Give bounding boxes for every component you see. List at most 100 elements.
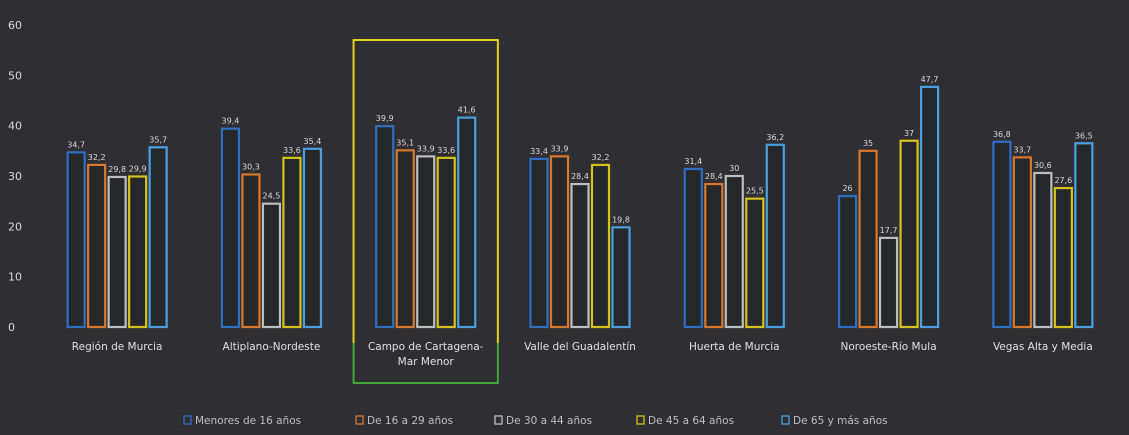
y-tick-label: 10 [8,271,22,284]
legend: Menores de 16 años De 16 a 29 años De 30 a… [183,415,888,427]
data-label: 33,9 [417,144,435,153]
data-label: 36,2 [766,133,784,142]
bar [1012,156,1032,329]
y-tick-label: 50 [8,69,22,82]
bar [611,226,631,329]
data-label: 33,6 [437,146,455,155]
data-label: 33,4 [530,147,548,156]
data-label: 30 [729,164,739,173]
bar [282,156,302,329]
bar [919,85,940,329]
data-label: 19,8 [612,215,630,224]
legend-label: De 45 a 64 años [648,415,734,427]
data-label: 32,2 [88,153,106,162]
bar [107,175,127,329]
x-tick-label: Mar Menor [398,356,455,368]
data-label: 33,9 [551,144,569,153]
bar [87,163,107,329]
bar [724,174,744,329]
bar [899,139,919,329]
x-tick-label: Noroeste-Río Mula [841,341,937,353]
data-label: 26 [842,184,852,193]
legend-label: De 16 a 29 años [367,415,453,427]
bars [66,85,1094,329]
bar [220,127,241,329]
data-label: 31,4 [684,157,702,166]
data-label: 24,5 [263,192,281,201]
bar [1033,171,1053,329]
y-axis: 0 10 20 30 40 50 60 [8,19,22,334]
highlight-frame-top [352,39,499,343]
x-tick-label: Altiplano-Nordeste [223,341,321,353]
data-label: 30,6 [1034,161,1052,170]
bar [1074,142,1094,329]
bar [529,157,549,329]
bar [858,149,878,329]
x-tick-label: Vegas Alta y Media [993,341,1093,353]
data-label: 39,9 [376,114,394,123]
bar [241,173,261,329]
bar [395,149,415,329]
data-label: 17,7 [880,226,898,235]
data-label: 35,4 [304,137,322,146]
data-labels: 34,732,229,8 29,935,739,430,324,533,635,4… [67,75,1093,235]
data-label: 37 [904,129,914,138]
bar [457,116,477,329]
legend-swatch [355,415,364,425]
data-label: 39,4 [222,117,240,126]
bar [375,125,395,329]
data-label: 29,9 [129,165,147,174]
x-tick-label: Región de Murcia [72,341,163,353]
legend-label: Menores de 16 años [195,415,301,427]
bar [837,195,858,329]
data-label: 36,8 [993,130,1011,139]
legend-swatch [494,415,503,425]
data-label: 35,1 [396,138,414,147]
bar [704,182,724,329]
y-tick-label: 30 [8,170,22,183]
bar [416,155,436,329]
bar [683,167,703,329]
bar [261,202,282,329]
y-tick-label: 20 [8,220,22,233]
legend-swatch [781,415,790,425]
data-label: 41,6 [458,106,476,115]
legend-label: De 65 y más años [793,415,888,427]
data-label: 33,6 [283,146,301,155]
data-label: 34,7 [67,140,85,149]
y-tick-label: 60 [8,19,22,32]
data-label: 35 [863,139,873,148]
bar [148,146,168,329]
data-label: 30,3 [242,162,260,171]
bar [436,156,456,329]
data-label: 35,7 [149,135,167,144]
legend-swatch [636,415,645,425]
y-tick-label: 0 [8,321,15,334]
bar [1053,186,1073,329]
x-tick-label: Valle del Guadalentín [524,341,636,353]
bar [878,236,899,329]
y-tick-label: 40 [8,120,22,133]
highlight-box [352,39,499,384]
data-label: 29,8 [108,165,126,174]
bar [128,175,148,329]
bar [992,140,1012,329]
bar [549,155,570,329]
bar [66,151,86,329]
bar [765,143,785,329]
data-label: 36,5 [1075,131,1093,140]
legend-label: De 30 a 44 años [506,415,592,427]
highlight-frame-bottom [352,343,499,384]
x-axis: Región de Murcia Altiplano-Nordeste Campo … [72,341,1093,368]
legend-swatch [183,415,192,425]
data-label: 27,6 [1054,176,1072,185]
x-tick-label: Campo de Cartagena- [368,341,484,353]
bar [302,147,323,329]
data-label: 28,4 [705,172,723,181]
data-label: 32,2 [592,153,610,162]
data-label: 47,7 [921,75,939,84]
data-label: 28,4 [571,172,589,181]
data-label: 25,5 [746,187,764,196]
